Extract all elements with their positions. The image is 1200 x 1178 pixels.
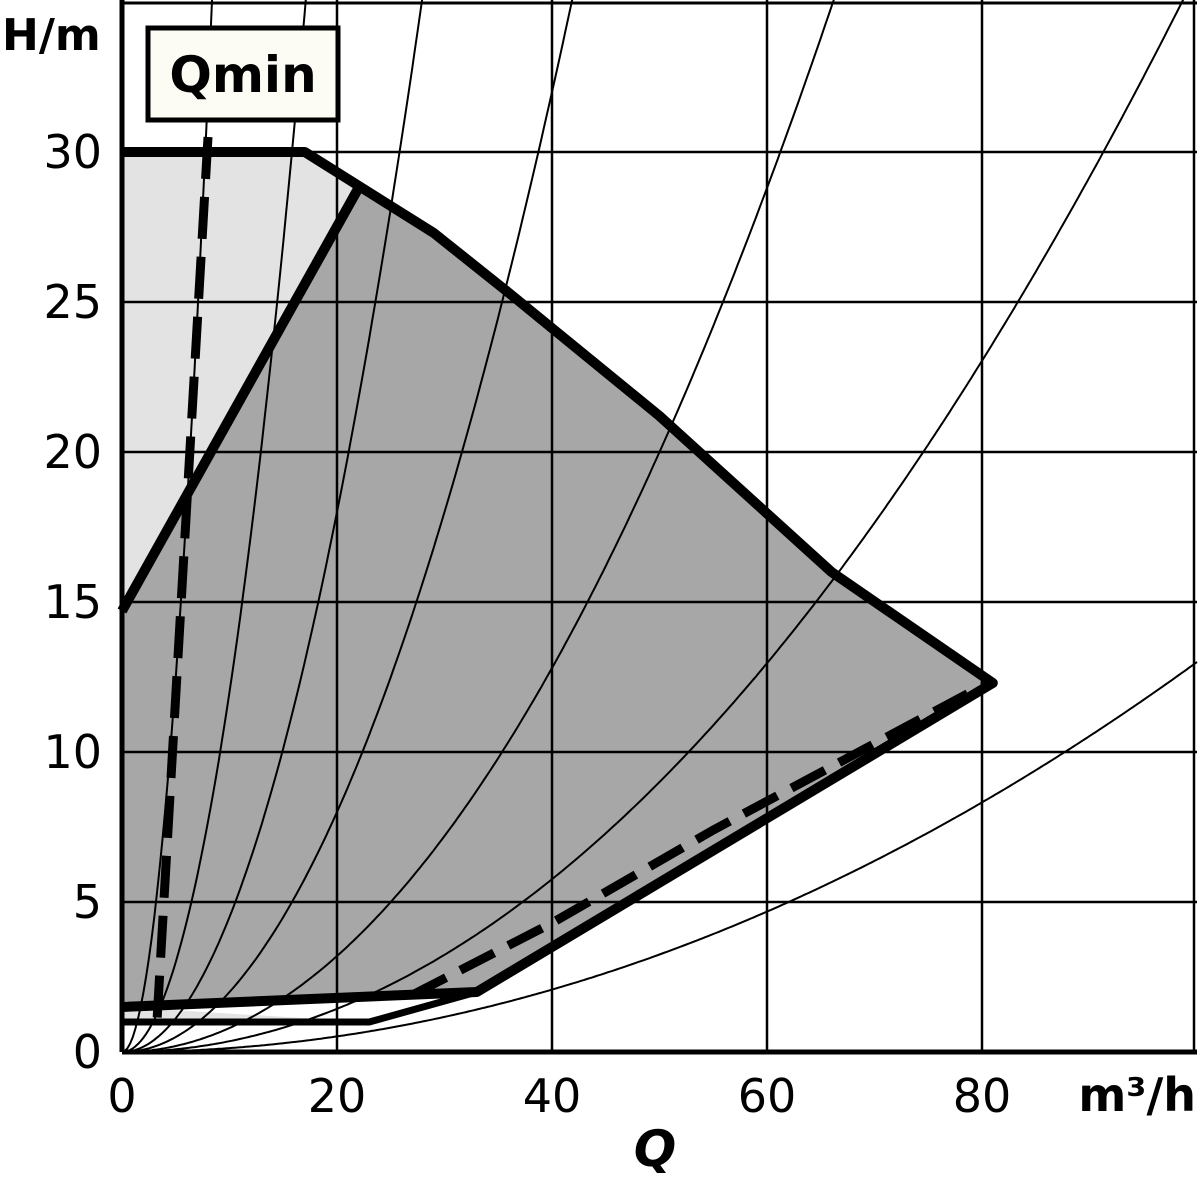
outlines	[117, 136, 998, 1032]
x-axis-unit: m³/h	[1078, 1068, 1196, 1122]
qmin-dashed-line	[151, 136, 213, 1032]
inner-boundary-line	[117, 185, 363, 614]
y-tick-label: 10	[43, 725, 102, 779]
y-tick-label: 25	[43, 275, 102, 329]
y-axis-label: H/m	[2, 10, 101, 61]
system-curve	[122, 661, 1198, 1053]
system-curves	[121, 0, 1198, 1053]
x-tick-label: 40	[523, 1069, 582, 1123]
x-tick-label: 20	[308, 1069, 367, 1123]
max-curve-outline	[121, 147, 998, 1012]
x-tick-label: 0	[107, 1069, 136, 1123]
qmin-box	[145, 25, 341, 123]
y-tick-label: 5	[73, 875, 102, 929]
areas	[122, 152, 993, 1022]
y-tick-label: 30	[43, 125, 102, 179]
y-tick-label: 15	[43, 575, 102, 629]
ticks: 0 20 40 60 80 0 5 10 15 20 25 30	[43, 125, 1011, 1123]
y-tick-label: 20	[43, 425, 102, 479]
qmin-label: Qmin	[169, 46, 316, 104]
light-area	[122, 152, 370, 1022]
dashed-min-curve	[410, 682, 985, 999]
x-axis-label: Q	[634, 1120, 677, 1178]
y-tick-label: 0	[73, 1025, 102, 1079]
min-curve-outline	[122, 988, 478, 1026]
x-tick-label: 80	[953, 1069, 1012, 1123]
operating-area	[122, 188, 993, 1007]
x-tick-label: 60	[738, 1069, 797, 1123]
